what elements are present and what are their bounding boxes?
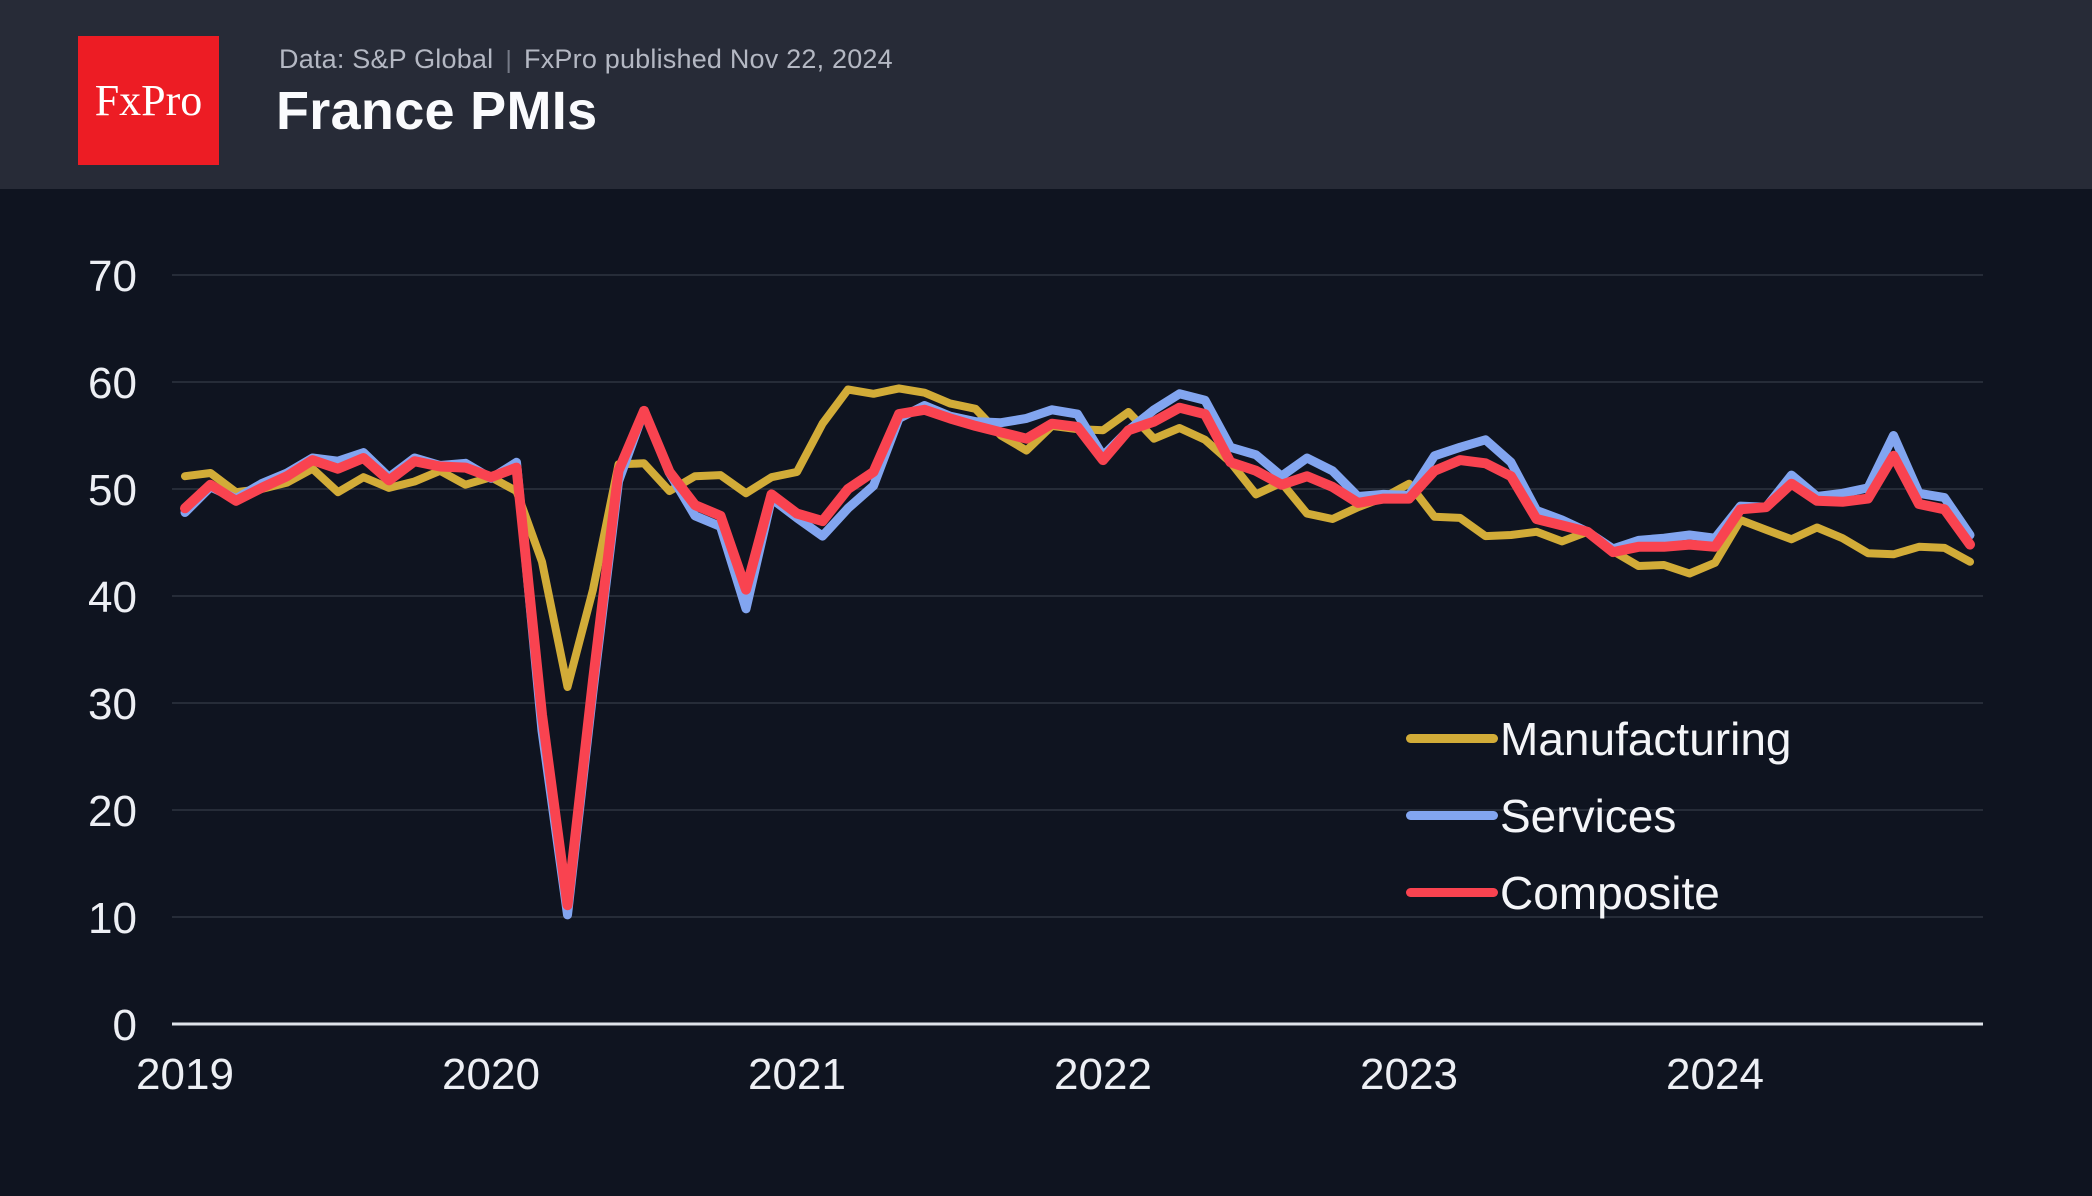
legend-item-composite: Composite xyxy=(1406,854,1792,931)
svg-text:60: 60 xyxy=(88,359,137,408)
gridlines xyxy=(172,274,1983,1026)
legend-swatch-services xyxy=(1406,811,1498,820)
svg-text:40: 40 xyxy=(88,573,137,622)
legend-item-manufacturing: Manufacturing xyxy=(1406,700,1792,777)
published-text: FxPro published Nov 22, 2024 xyxy=(524,44,893,74)
svg-text:70: 70 xyxy=(88,252,137,301)
legend-swatch-composite xyxy=(1406,888,1498,897)
svg-text:10: 10 xyxy=(88,894,137,943)
svg-text:30: 30 xyxy=(88,680,137,729)
x-axis-labels: 2019 2020 2021 2022 2023 2024 xyxy=(136,1050,1764,1099)
chart-source-line: Data: S&P Global | FxPro published Nov 22,… xyxy=(279,44,893,75)
legend-label-manufacturing: Manufacturing xyxy=(1500,712,1792,765)
svg-text:0: 0 xyxy=(113,1001,137,1050)
svg-text:2024: 2024 xyxy=(1666,1050,1764,1099)
fxpro-logo-text: FxPro xyxy=(94,76,203,125)
pmi-line-chart: 0 10 20 30 40 50 60 70 2019 2020 2021 2022 2023 2024 xyxy=(88,252,1983,1099)
legend-swatch-manufacturing xyxy=(1406,734,1498,743)
svg-text:50: 50 xyxy=(88,466,137,515)
svg-text:2020: 2020 xyxy=(442,1050,540,1099)
svg-text:2019: 2019 xyxy=(136,1050,234,1099)
fxpro-logo: FxPro xyxy=(78,36,219,165)
svg-text:2021: 2021 xyxy=(748,1050,846,1099)
legend: Manufacturing Services Composite xyxy=(1406,700,1792,931)
chart-area: 0 10 20 30 40 50 60 70 2019 2020 2021 2022 2023 2024 xyxy=(0,189,2092,1196)
legend-label-composite: Composite xyxy=(1500,866,1720,919)
svg-text:2022: 2022 xyxy=(1054,1050,1152,1099)
svg-text:2023: 2023 xyxy=(1360,1050,1458,1099)
data-source-text: Data: S&P Global xyxy=(279,44,494,74)
legend-item-services: Services xyxy=(1406,777,1792,854)
series-lines xyxy=(180,384,1975,920)
header: FxPro Data: S&P Global | FxPro published N… xyxy=(0,0,2092,189)
svg-text:20: 20 xyxy=(88,787,137,836)
y-axis-labels: 0 10 20 30 40 50 60 70 xyxy=(88,252,137,1050)
page-title: France PMIs xyxy=(276,81,598,141)
separator-bar: | xyxy=(505,46,513,74)
legend-label-services: Services xyxy=(1500,789,1677,842)
